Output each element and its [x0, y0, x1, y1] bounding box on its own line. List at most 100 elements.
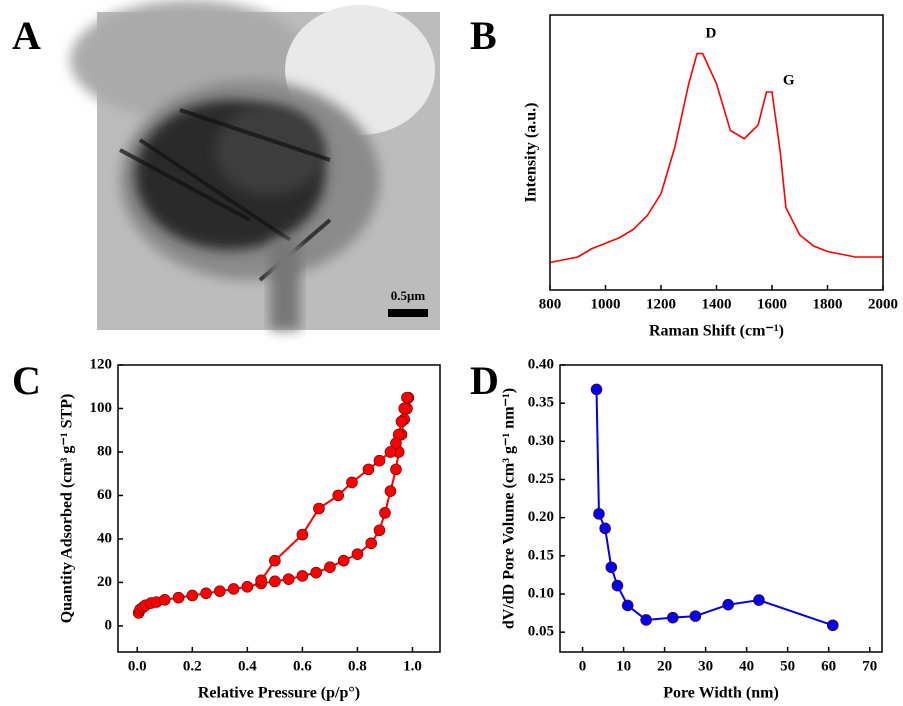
x-tick-label: 70 — [862, 658, 877, 674]
data-point — [599, 522, 611, 535]
data-point — [826, 619, 839, 632]
data-point — [296, 528, 309, 541]
y-tick-label: 60 — [97, 487, 112, 503]
x-tick-label: 0.0 — [128, 658, 147, 674]
data-point — [255, 574, 267, 587]
y-tick-label: 100 — [90, 400, 113, 416]
data-point — [313, 502, 325, 515]
y-axis-label: dV/dD Pore Volume (cm³ g⁻¹ nm⁻¹) — [501, 388, 518, 629]
data-point — [590, 383, 603, 396]
data-point — [384, 446, 397, 458]
y-tick-label: 0 — [105, 617, 113, 633]
panel-label: D — [470, 358, 499, 403]
data-point — [722, 598, 734, 611]
data-point — [593, 508, 605, 520]
x-tick-label: 0.6 — [293, 658, 312, 674]
data-line — [549, 52, 883, 264]
x-tick-label: 2000 — [868, 296, 898, 312]
annotation: D — [706, 26, 717, 42]
data-point — [611, 579, 624, 592]
x-axis-label: Pore Width (nm) — [663, 685, 779, 702]
x-tick-label: 1000 — [591, 296, 621, 312]
scale-bar-label: 0.5μm — [391, 288, 426, 303]
data-point — [365, 537, 377, 550]
data-point — [401, 391, 413, 404]
data-point — [310, 566, 322, 579]
data-point — [753, 594, 765, 606]
data-point — [241, 580, 254, 593]
x-tick-label: 1600 — [757, 296, 787, 312]
x-tick-label: 30 — [698, 658, 713, 674]
x-axis-label: Raman Shift (cm⁻¹) — [649, 323, 784, 340]
data-point — [158, 594, 171, 606]
data-point — [269, 554, 281, 567]
x-tick-label: 1800 — [813, 296, 843, 312]
data-point — [351, 548, 364, 560]
x-tick-label: 0.4 — [238, 658, 257, 674]
y-tick-label: 0.15 — [528, 547, 554, 563]
y-tick-label: 0.30 — [528, 433, 554, 449]
data-point — [186, 589, 199, 602]
x-tick-label: 0 — [579, 658, 587, 674]
y-tick-label: 80 — [97, 443, 112, 459]
y-tick-label: 120 — [90, 356, 113, 372]
data-point — [689, 610, 702, 622]
data-point — [373, 454, 386, 467]
y-tick-label: 0.40 — [528, 356, 554, 372]
data-point — [384, 485, 397, 497]
y-tick-label: 20 — [97, 574, 112, 590]
data-point — [667, 611, 679, 624]
y-tick-label: 0.25 — [528, 471, 554, 487]
y-axis-label: Quantity Adsorbed (cm³ g⁻¹ STP) — [59, 394, 76, 624]
panel-label: A — [12, 13, 41, 58]
y-tick-label: 40 — [97, 530, 112, 546]
data-point — [605, 561, 618, 574]
y-axis-label: Intensity (a.u.) — [523, 102, 540, 202]
x-tick-label: 40 — [739, 658, 754, 674]
data-line — [595, 389, 834, 627]
data-point — [172, 591, 185, 604]
data-point — [346, 476, 358, 489]
data-point — [398, 402, 411, 415]
data-point — [362, 463, 375, 476]
y-tick-label: 0.05 — [528, 624, 554, 640]
data-point — [390, 437, 402, 450]
x-tick-label: 10 — [616, 658, 631, 674]
plot-frame — [549, 14, 884, 291]
x-tick-label: 50 — [780, 658, 795, 674]
data-point — [390, 463, 402, 476]
data-point — [227, 583, 240, 595]
x-axis-label: Relative Pressure (p/p°) — [198, 685, 360, 702]
plot-frame — [559, 364, 883, 653]
data-point — [324, 561, 336, 574]
x-tick-label: 1.0 — [403, 658, 422, 674]
x-tick-label: 1400 — [702, 296, 732, 312]
y-tick-label: 0.10 — [528, 585, 554, 601]
data-point — [395, 415, 408, 428]
data-point — [337, 554, 350, 567]
x-tick-label: 60 — [821, 658, 836, 674]
data-point — [332, 489, 344, 502]
plot-frame — [117, 364, 441, 653]
panel-label: B — [470, 13, 497, 58]
x-tick-label: 800 — [539, 296, 562, 312]
x-tick-label: 0.8 — [348, 658, 367, 674]
data-point — [282, 573, 295, 585]
annotation: G — [783, 72, 795, 88]
data-point — [379, 507, 391, 519]
data-point — [296, 570, 309, 582]
x-tick-label: 1200 — [646, 296, 676, 312]
data-point — [214, 585, 226, 597]
data-point — [373, 524, 386, 537]
data-point — [640, 614, 652, 626]
y-tick-label: 0.20 — [528, 509, 554, 525]
x-tick-label: 20 — [657, 658, 672, 674]
tem-image — [70, 0, 440, 330]
data-point — [200, 587, 212, 600]
panel-label: C — [12, 358, 41, 403]
x-tick-label: 0.2 — [183, 658, 202, 674]
data-point — [269, 575, 281, 588]
data-point — [621, 599, 634, 612]
y-tick-label: 0.35 — [528, 395, 554, 411]
